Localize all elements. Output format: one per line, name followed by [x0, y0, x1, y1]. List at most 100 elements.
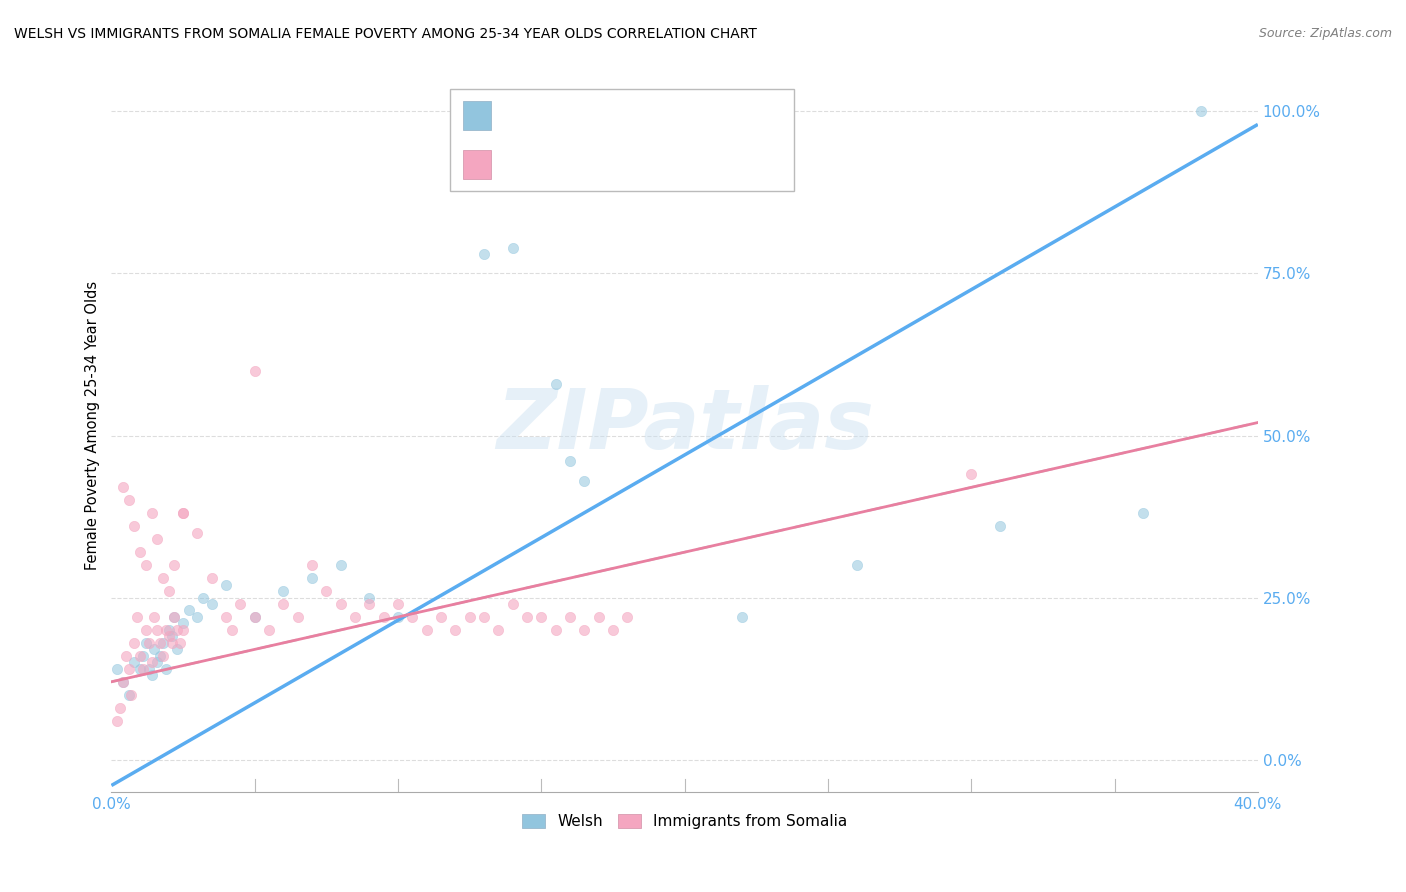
Point [114, 648, 136, 663]
Point [201, 571, 224, 585]
Point [574, 474, 596, 488]
Point [160, 629, 183, 643]
Point [105, 714, 128, 728]
Point [172, 506, 194, 520]
Point [138, 662, 160, 676]
Point [166, 642, 188, 657]
Point [273, 597, 295, 611]
Point [163, 610, 186, 624]
Point [221, 623, 243, 637]
Point [588, 610, 610, 624]
Point [135, 636, 157, 650]
Point [243, 610, 266, 624]
Point [301, 558, 323, 573]
Point [141, 656, 163, 670]
Point [191, 591, 214, 605]
Point [105, 662, 128, 676]
Point [616, 610, 638, 624]
Point [243, 610, 266, 624]
Point [124, 656, 146, 670]
Point [143, 610, 166, 624]
Point [129, 648, 152, 663]
Point [155, 623, 177, 637]
Text: Source: ZipAtlas.com: Source: ZipAtlas.com [1258, 27, 1392, 40]
Point [444, 623, 467, 637]
Point [574, 623, 596, 637]
Point [149, 648, 172, 663]
Point [132, 662, 155, 676]
Point [329, 597, 352, 611]
Point [129, 662, 152, 676]
Point [146, 623, 169, 637]
Point [124, 636, 146, 650]
Point [201, 597, 224, 611]
Point [111, 674, 134, 689]
Point [415, 623, 437, 637]
Point [1132, 506, 1154, 520]
Point [215, 577, 238, 591]
Point [373, 610, 395, 624]
Point [169, 636, 191, 650]
Point [243, 364, 266, 378]
Point [157, 623, 180, 637]
Point [359, 597, 381, 611]
Point [544, 376, 567, 391]
Point [387, 610, 409, 624]
Text: WELSH VS IMMIGRANTS FROM SOMALIA FEMALE POVERTY AMONG 25-34 YEAR OLDS CORRELATIO: WELSH VS IMMIGRANTS FROM SOMALIA FEMALE … [14, 27, 756, 41]
Point [845, 558, 868, 573]
Point [111, 480, 134, 494]
Point [141, 668, 163, 682]
Point [257, 623, 280, 637]
Point [544, 623, 567, 637]
Point [146, 656, 169, 670]
Point [516, 610, 538, 624]
Point [141, 506, 163, 520]
Point [160, 636, 183, 650]
Point [124, 519, 146, 533]
Point [127, 610, 149, 624]
Point [152, 648, 174, 663]
Point [273, 584, 295, 599]
Point [215, 610, 238, 624]
Point [387, 597, 409, 611]
Point [172, 506, 194, 520]
Point [344, 610, 367, 624]
Y-axis label: Female Poverty Among 25-34 Year Olds: Female Poverty Among 25-34 Year Olds [86, 281, 100, 570]
Point [472, 610, 495, 624]
Point [502, 597, 524, 611]
Point [163, 558, 186, 573]
Point [731, 610, 754, 624]
Point [301, 571, 323, 585]
Point [132, 648, 155, 663]
Point [287, 610, 309, 624]
Point [117, 688, 139, 702]
Point [472, 247, 495, 261]
Point [166, 623, 188, 637]
Point [502, 241, 524, 255]
Point [135, 623, 157, 637]
Point [129, 545, 152, 559]
Point [229, 597, 252, 611]
Point [1189, 104, 1212, 119]
Point [143, 642, 166, 657]
Point [138, 636, 160, 650]
Point [315, 584, 337, 599]
Point [186, 610, 208, 624]
Point [157, 629, 180, 643]
Point [111, 674, 134, 689]
Point [359, 591, 381, 605]
Point [486, 623, 509, 637]
Text: ZIPatlas: ZIPatlas [496, 385, 873, 467]
Point [108, 700, 131, 714]
Point [177, 603, 200, 617]
Point [558, 610, 581, 624]
Point [155, 662, 177, 676]
Point [149, 636, 172, 650]
Point [530, 610, 553, 624]
Point [163, 610, 186, 624]
Point [186, 525, 208, 540]
Point [152, 571, 174, 585]
Point [329, 558, 352, 573]
Point [157, 584, 180, 599]
Point [430, 610, 453, 624]
